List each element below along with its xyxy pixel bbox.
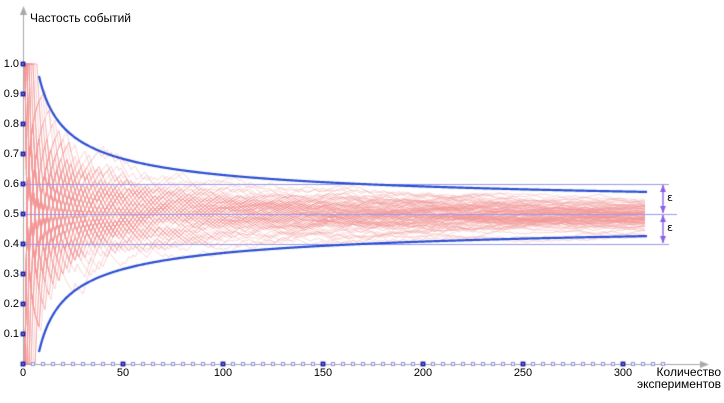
x-tick-label: 150 [313,367,333,379]
y-tick-label: 0.6 [3,178,19,190]
y-tick-label: 0.5 [3,208,19,220]
x-axis-title: Количество экспериментов [636,365,721,391]
y-tick-label: 0.7 [3,148,19,160]
y-axis-title: Частость событий [30,11,131,25]
y-tick-label: 0.2 [3,298,19,310]
x-tick-label: 100 [213,367,233,379]
y-tick-label: 0.4 [3,238,19,250]
x-tick-label: 200 [413,367,433,379]
y-tick-label: 0.9 [3,88,19,100]
epsilon-label: ε [667,191,673,204]
y-tick-label: 0.8 [3,118,19,130]
epsilon-label: ε [667,221,673,234]
y-tick-label: 0.3 [3,268,19,280]
x-tick-label: 0 [19,367,27,379]
x-tick-label: 50 [116,367,130,379]
x-tick-label: 250 [513,367,533,379]
x-tick-label: 300 [613,367,633,379]
y-tick-label: 1.0 [3,58,19,70]
y-tick-label: 0.1 [3,328,19,340]
